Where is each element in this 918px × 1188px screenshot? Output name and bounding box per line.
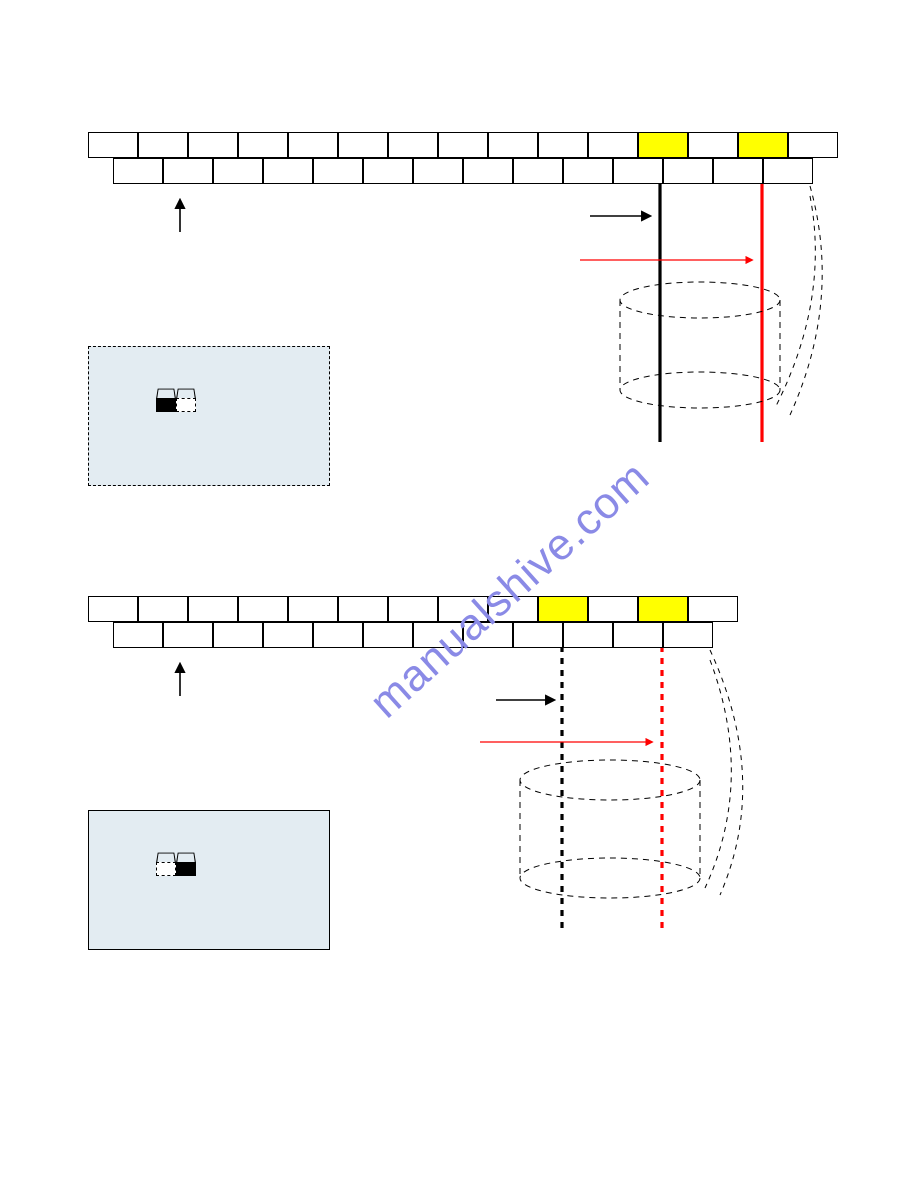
highlight-tile [638, 132, 688, 158]
tile [188, 596, 238, 622]
tile [313, 158, 363, 184]
tile [388, 596, 438, 622]
tile [513, 158, 563, 184]
tile [438, 132, 488, 158]
switch-tab [176, 853, 196, 862]
highlight-tile [638, 596, 688, 622]
tile [88, 132, 138, 158]
switch-tab [176, 389, 196, 398]
tile [488, 132, 538, 158]
tile [563, 158, 613, 184]
tile [113, 158, 163, 184]
tile [313, 622, 363, 648]
highlight-tile [738, 132, 788, 158]
tile [113, 622, 163, 648]
inset-panel [88, 346, 330, 486]
tile [263, 158, 313, 184]
tile [238, 596, 288, 622]
tile [163, 158, 213, 184]
tile [213, 158, 263, 184]
tile [288, 596, 338, 622]
tile [138, 132, 188, 158]
tile [338, 596, 388, 622]
switch-right [176, 862, 196, 876]
tile [613, 158, 663, 184]
tile [338, 132, 388, 158]
tile [713, 158, 763, 184]
tile [88, 596, 138, 622]
tile [513, 622, 563, 648]
switch-left [156, 398, 176, 412]
tile [613, 622, 663, 648]
tile [138, 596, 188, 622]
tile [563, 622, 613, 648]
highlight-tile [538, 596, 588, 622]
tile [388, 132, 438, 158]
tile [588, 596, 638, 622]
tile [163, 622, 213, 648]
tile [188, 132, 238, 158]
tile [363, 158, 413, 184]
tile [263, 622, 313, 648]
tile [788, 132, 838, 158]
tile [413, 158, 463, 184]
tile [663, 622, 713, 648]
switch-tab [156, 389, 176, 398]
tile [363, 622, 413, 648]
inset-panel [88, 810, 330, 950]
tile [763, 158, 813, 184]
tile [588, 132, 638, 158]
tile [688, 596, 738, 622]
tile [663, 158, 713, 184]
tile [213, 622, 263, 648]
tile [238, 132, 288, 158]
switch-right [176, 398, 196, 412]
tile [538, 132, 588, 158]
tile [463, 158, 513, 184]
tile [688, 132, 738, 158]
switch-tab [156, 853, 176, 862]
tile [288, 132, 338, 158]
diagram-canvas: manualshive.com [0, 0, 918, 1188]
switch-left [156, 862, 176, 876]
